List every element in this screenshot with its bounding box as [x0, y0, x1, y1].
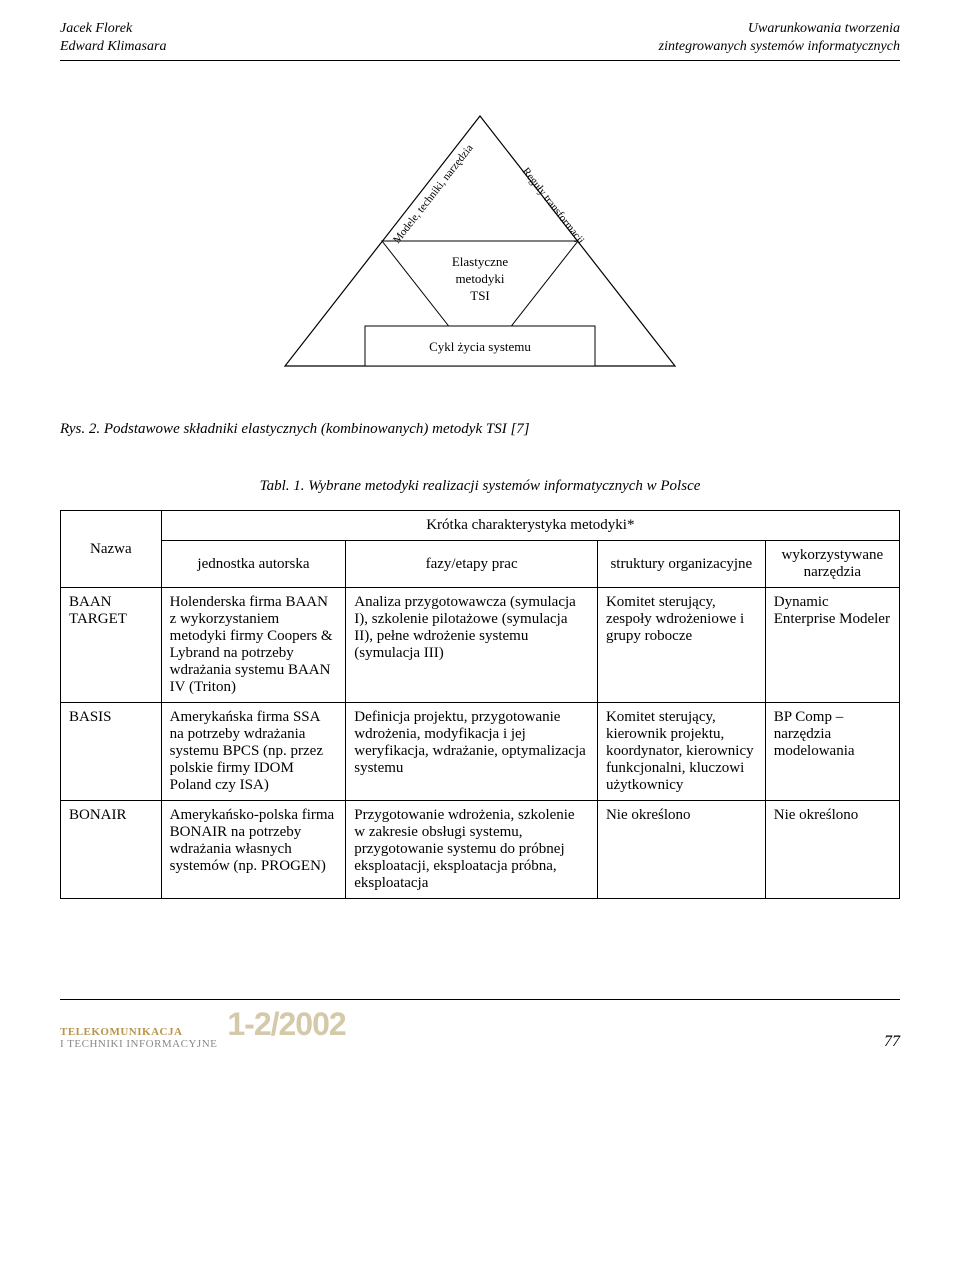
page-footer: TELEKOMUNIKACJA I TECHNIKI INFORMACYJNE …	[60, 999, 900, 1050]
footer-page-number: 77	[884, 1033, 900, 1051]
cell-jednostka: Amerykańsko-polska firma BONAIR na potrz…	[161, 801, 346, 899]
cell-struktury: Komitet sterujący, zespoły wdrożeniowe i…	[597, 588, 765, 703]
author-1: Jacek Florek	[60, 20, 166, 38]
cell-narzedzia: BP Comp – narzędzia modelowania	[765, 703, 899, 801]
th-fazy: fazy/etapy prac	[346, 541, 598, 588]
cell-struktury: Komitet sterujący, kierownik projektu, k…	[597, 703, 765, 801]
cell-nazwa: BONAIR	[61, 801, 162, 899]
cell-fazy: Analiza przygotowawcza (symulacja I), sz…	[346, 588, 598, 703]
triangle-svg: Modele, techniki, narzędzia Reguły trans…	[255, 101, 705, 381]
table-header-row-2: jednostka autorska fazy/etapy prac struk…	[61, 541, 900, 588]
cell-jednostka: Amerykańska firma SSA na potrzeby wdraża…	[161, 703, 346, 801]
right-side-label: Reguły transformacji	[520, 166, 587, 247]
center-label-3: TSI	[470, 288, 490, 303]
author-2: Edward Klimasara	[60, 38, 166, 56]
cell-fazy: Definicja projektu, przygotowanie wdroże…	[346, 703, 598, 801]
table-row: BONAIR Amerykańsko-polska firma BONAIR n…	[61, 801, 900, 899]
table-title: Tabl. 1. Wybrane metodyki realizacji sys…	[60, 478, 900, 495]
cell-fazy: Przygotowanie wdrożenia, szkolenie w zak…	[346, 801, 598, 899]
table-row: BASIS Amerykańska firma SSA na potrzeby …	[61, 703, 900, 801]
footer-left: TELEKOMUNIKACJA I TECHNIKI INFORMACYJNE …	[60, 1006, 346, 1050]
table-row: BAAN TARGET Holenderska firma BAAN z wyk…	[61, 588, 900, 703]
th-struktury: struktury organizacyjne	[597, 541, 765, 588]
cell-jednostka: Holenderska firma BAAN z wykorzystaniem …	[161, 588, 346, 703]
th-jednostka: jednostka autorska	[161, 541, 346, 588]
cell-nazwa: BAAN TARGET	[61, 588, 162, 703]
footer-brand: TELEKOMUNIKACJA I TECHNIKI INFORMACYJNE	[60, 1026, 217, 1050]
center-label-1: Elastyczne	[452, 254, 509, 269]
subtitle-line-1: Uwarunkowania tworzenia	[659, 20, 900, 38]
cell-narzedzia: Nie określono	[765, 801, 899, 899]
footer-brand-line-2: I TECHNIKI INFORMACYJNE	[60, 1038, 217, 1050]
triangle-diagram: Modele, techniki, narzędzia Reguły trans…	[255, 101, 705, 381]
subtitle-line-2: zintegrowanych systemów informatycznych	[659, 38, 900, 56]
figure-caption: Rys. 2. Podstawowe składniki elastycznyc…	[60, 421, 900, 438]
footer-brand-line-1: TELEKOMUNIKACJA	[60, 1026, 217, 1038]
cell-narzedzia: Dynamic Enterprise Modeler	[765, 588, 899, 703]
page-header: Jacek Florek Edward Klimasara Uwarunkowa…	[60, 20, 900, 61]
header-authors: Jacek Florek Edward Klimasara	[60, 20, 166, 56]
header-subtitle: Uwarunkowania tworzenia zintegrowanych s…	[659, 20, 900, 56]
table-header-row-1: Nazwa Krótka charakterystyka metodyki*	[61, 511, 900, 541]
footer-issue: 1-2/2002	[227, 1006, 345, 1043]
th-main: Krótka charakterystyka metodyki*	[161, 511, 899, 541]
th-nazwa: Nazwa	[61, 511, 162, 588]
th-narzedzia: wykorzystywane narzędzia	[765, 541, 899, 588]
bottom-label: Cykl życia systemu	[429, 339, 531, 354]
cell-struktury: Nie określono	[597, 801, 765, 899]
left-side-label: Modele, techniki, narzędzia	[391, 142, 476, 246]
cell-nazwa: BASIS	[61, 703, 162, 801]
center-label-2: metodyki	[455, 271, 504, 286]
methods-table: Nazwa Krótka charakterystyka metodyki* j…	[60, 510, 900, 899]
